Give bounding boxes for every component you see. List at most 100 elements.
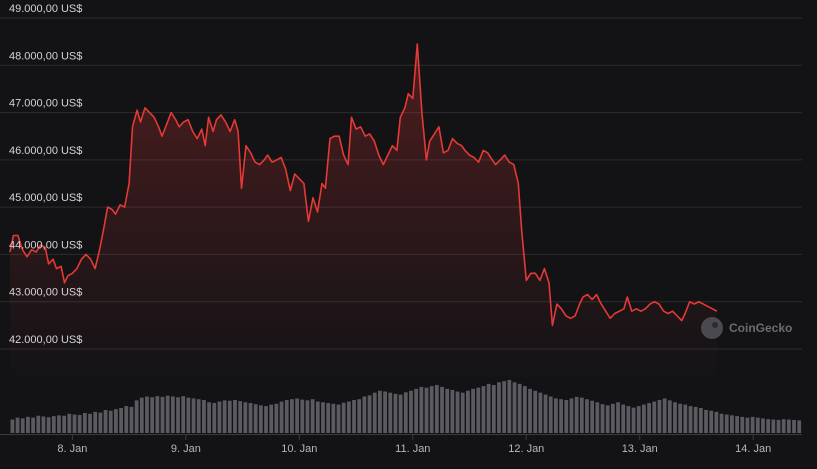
volume-bar [797,420,802,433]
volume-bar [77,414,82,433]
volume-bar [709,410,714,433]
volume-bar [460,392,465,433]
volume-bar [657,399,662,433]
y-tick-label: 48.000,00 US$ [9,50,82,62]
volume-bar [667,400,672,433]
volume-bar [114,409,118,433]
volume-bar [683,404,688,433]
volume-bar [792,419,796,433]
volume-bar [414,388,419,433]
volume-bar [326,403,331,433]
y-tick-label: 47.000,00 US$ [9,98,82,110]
volume-bar [636,406,641,433]
volume-bar [10,419,15,433]
volume-bar [357,399,362,433]
volume-bar [393,393,398,433]
volume-bar [248,403,253,433]
x-tick-label: 10. Jan [281,443,317,455]
volume-bar [222,400,227,433]
volume-bar [207,402,211,433]
volume-bar [160,396,165,433]
volume-bar [626,406,631,433]
volume-bar [497,382,501,433]
coingecko-watermark: CoinGecko [701,317,792,339]
volume-bar [781,419,786,433]
volume-bar [378,390,382,433]
volume-bar [745,417,750,433]
volume-bar [434,384,439,433]
volume-bar [264,406,268,433]
volume-bar [341,402,346,433]
volume-bar [321,402,325,433]
x-tick-label: 11. Jan [395,443,430,455]
volume-bar [72,414,77,433]
volume-bar [139,397,144,433]
volume-bar [652,401,657,433]
volume-bar [129,406,134,433]
volume-bar [471,388,475,433]
volume-bar [191,398,196,433]
x-tick-label: 12. Jan [508,443,544,455]
volume-bar [124,406,129,433]
volume-bar [372,392,377,433]
volume-bar [186,397,191,433]
volume-bar [62,415,67,433]
volume-bar [698,408,703,433]
y-tick-label: 42.000,00 US$ [9,334,82,346]
volume-bar [424,387,429,433]
volume-bar [398,394,403,433]
volume-bar [771,419,776,433]
y-tick-label: 44.000,00 US$ [9,239,82,251]
x-axis-labels: 8. Jan 9. Jan 10. Jan 11. Jan 12. Jan 13. Jan… [0,434,802,455]
price-area [10,44,717,380]
volume-bar [181,396,186,433]
volume-bar [310,399,315,433]
volume-bar [481,386,486,433]
y-tick-label: 46.000,00 US$ [9,145,82,157]
volume-bar [662,398,667,433]
x-tick-label: 9. Jan [171,443,201,455]
volume-bar [512,382,517,433]
volume-bar [295,398,299,433]
volume-bar [108,410,113,433]
volume-bar [502,381,507,433]
volume-bar [704,409,708,433]
volume-bar [538,392,543,433]
volume-bar [750,416,755,433]
volume-bar [761,418,765,433]
volume-bar [673,402,677,433]
volume-bar [776,419,781,433]
volume-bar [466,390,470,433]
volume-bar [383,391,387,433]
volume-bar [305,400,310,433]
volume-bar [445,388,450,433]
volume-bar [517,383,522,433]
volume-bar [315,401,320,433]
volume-bar [574,396,579,433]
volume-bar [730,415,734,433]
volume-bar [279,401,284,433]
volume-bar [284,399,289,433]
volume-bar [533,390,538,433]
volume-bar [362,396,367,433]
watermark-text: CoinGecko [729,321,792,335]
coingecko-logo-eye-icon [712,322,718,328]
volume-bar [585,399,589,433]
volume-bar [429,386,434,433]
volume-bar [119,408,123,433]
volume-bars [10,380,802,433]
volume-bar [15,417,20,433]
volume-bar [522,386,527,433]
volume-bar [227,400,232,433]
volume-bar [165,395,170,433]
volume-bar [88,413,92,433]
volume-bar [367,395,372,433]
volume-bar [450,389,455,433]
y-tick-label: 43.000,00 US$ [9,287,82,299]
volume-bar [41,416,46,433]
y-axis-labels: 42.000,00 US$ 43.000,00 US$ 44.000,00 US$ 4… [9,3,82,346]
x-tick-label: 14. Jan [735,443,771,455]
volume-bar [559,399,563,433]
volume-bar [579,397,584,433]
volume-bar [26,416,30,433]
